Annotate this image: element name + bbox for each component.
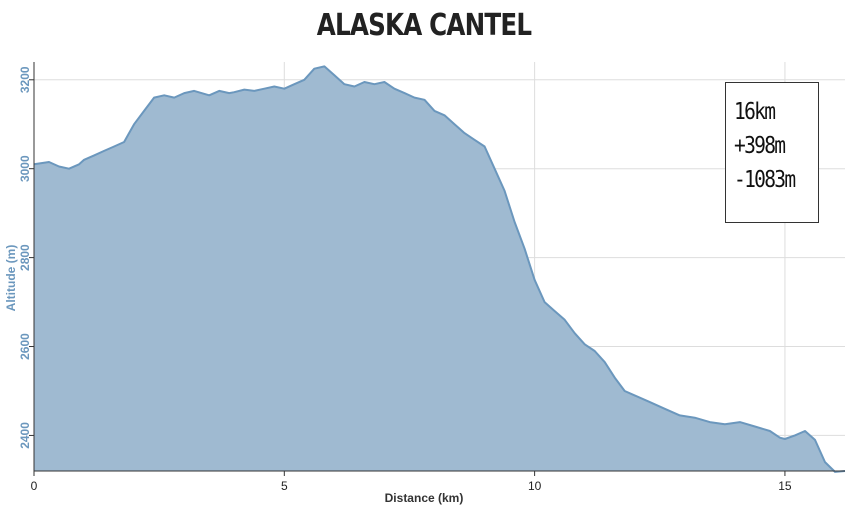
y-tick-label: 2600 [18,333,32,360]
y-tick-label: 2400 [18,422,32,449]
stat-distance: 16km [734,99,776,125]
x-tick-label: 15 [778,479,792,493]
elevation-area-series [33,65,846,473]
x-tick-label: 5 [281,479,288,493]
y-tick-label: 2800 [18,244,32,271]
stat-descent: -1083m [734,167,796,193]
y-tick-label: 3200 [18,66,32,93]
x-axis-label: Distance (km) [385,491,464,505]
x-tick-label: 0 [31,479,38,493]
x-tick-label: 10 [528,479,542,493]
elevation-line [33,65,846,473]
chart-title: ALASKA CANTEL [316,8,532,43]
y-tick-label: 3000 [18,155,32,182]
axes: 0 5 10 15 2400 2600 2800 3000 3200 [18,62,845,493]
route-stats-box: 16km +398m -1083m [725,82,819,223]
stat-ascent: +398m [734,133,786,159]
y-axis-label: Altitude (m) [4,245,18,312]
elevation-area-fill [34,66,845,472]
